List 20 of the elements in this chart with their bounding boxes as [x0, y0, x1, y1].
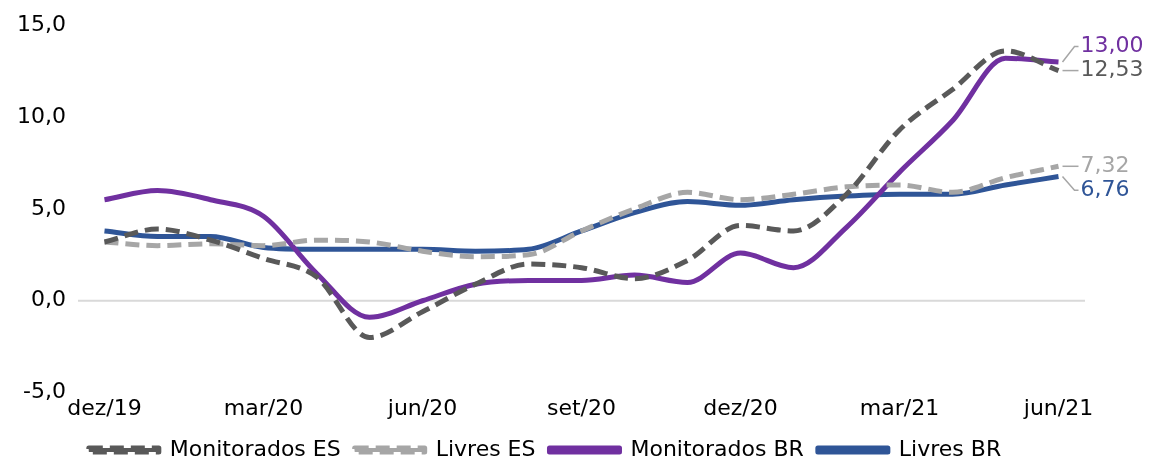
legend-label: Livres ES	[435, 435, 536, 461]
data-label: 7,32	[1080, 152, 1130, 177]
legend-label: Monitorados ES	[169, 435, 341, 461]
data-label: 6,76	[1080, 176, 1130, 201]
legend-label: Livres BR	[898, 435, 1002, 461]
x-tick-label: dez/20	[703, 394, 778, 420]
y-tick-label: 0,0	[30, 286, 66, 312]
y-tick-label: -5,0	[23, 378, 66, 404]
y-tick-label: 15,0	[17, 10, 66, 36]
data-label: 12,53	[1080, 56, 1144, 82]
y-tick-label: 5,0	[30, 194, 66, 220]
x-tick-label: mar/21	[859, 394, 940, 420]
x-tick-label: jun/20	[386, 394, 458, 420]
data-label: 13,00	[1080, 32, 1144, 58]
x-tick-label: mar/20	[223, 394, 304, 420]
x-tick-label: set/20	[546, 394, 617, 420]
y-tick-label: 10,0	[17, 102, 66, 128]
x-tick-label: dez/19	[67, 394, 142, 420]
legend-label: Monitorados BR	[630, 435, 804, 461]
x-tick-label: jun/21	[1022, 394, 1094, 420]
